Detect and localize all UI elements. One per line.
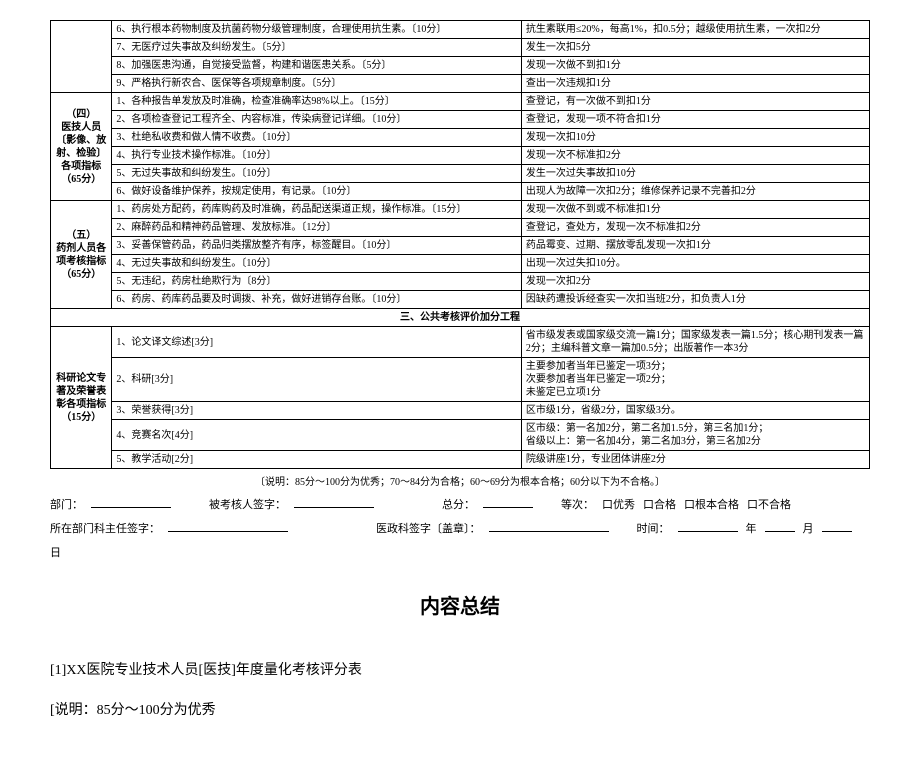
- table-row-crit: 出现一次过失扣10分。: [521, 255, 869, 273]
- month-label: 月: [803, 520, 814, 536]
- table-row-crit: 发现一次不标准扣2分: [521, 147, 869, 165]
- table-row-item: 6、做好设备维护保养，按规定使用，有记录。〔10分〕: [112, 183, 522, 201]
- table-row-item: 3、杜绝私收费和做人情不收费。〔10分〕: [112, 129, 522, 147]
- day-label: 日: [50, 544, 61, 560]
- table-row-crit: 查登记，有一次做不到扣1分: [521, 93, 869, 111]
- table-row-crit: 院级讲座1分，专业团体讲座2分: [521, 451, 869, 469]
- table-row-item: 6、执行根本药物制度及抗菌药物分级管理制度，合理使用抗生素。〔10分〕: [112, 21, 522, 39]
- table-row-crit: 发生一次扣5分: [521, 39, 869, 57]
- head-blank: [168, 521, 288, 532]
- assessed-label: 被考核人签字：: [209, 496, 286, 512]
- cat4-label: （四） 医技人员〔影像、放射、检验〕各项指标 （65分）: [51, 93, 112, 201]
- summary-line-2: [说明：85分～100分为优秀: [50, 699, 870, 719]
- table-row-crit: 区市级1分，省级2分，国家级3分。: [521, 402, 869, 420]
- table-row-crit: 发现一次做不到扣1分: [521, 57, 869, 75]
- summary-title: 内容总结: [50, 590, 870, 619]
- medadmin-label: 医政科签字〔盖章〕：: [376, 520, 481, 536]
- table-row-crit: 发现一次扣2分: [521, 273, 869, 291]
- table-row-item: 3、妥善保管药品，药品归类摆放整齐有序，标签醒目。〔10分〕: [112, 237, 522, 255]
- table-row-item: 5、无过失事故和纠纷发生。〔10分〕: [112, 165, 522, 183]
- time-blank: [678, 521, 738, 532]
- table-row-item: 8、加强医患沟通，自觉接受监督，构建和谐医患关系。〔5分〕: [112, 57, 522, 75]
- summary-line-1: [1]XX医院专业技术人员[医技]年度量化考核评分表: [50, 659, 870, 679]
- table-row-item: 3、荣誉获得[3分]: [112, 402, 522, 420]
- table-row-crit: 省市级发表或国家级交流一篇1分；国家级发表一篇1.5分；核心期刊发表一篇2分；主…: [521, 327, 869, 358]
- table-row-crit: 区市级：第一名加2分，第二名加1.5分，第三名加1分； 省级以上：第一名加4分，…: [521, 420, 869, 451]
- table-row-crit: 查登记，查处方，发现一次不标准扣2分: [521, 219, 869, 237]
- grading-note: 〔说明：85分～100分为优秀；70～84分为合格；60～69分为根本合格；60…: [50, 473, 870, 488]
- table-row-item: 4、无过失事故和纠纷发生。〔10分〕: [112, 255, 522, 273]
- dept-label: 部门：: [50, 496, 83, 512]
- day-blank: [822, 521, 852, 532]
- table-row-item: 1、各种报告单发放及时准确，检查准确率达98%以上。〔15分〕: [112, 93, 522, 111]
- cat5-label: （五） 药剂人员各项考核指标 （65分）: [51, 201, 112, 309]
- head-label: 所在部门科主任签字：: [50, 520, 160, 536]
- table-row-item: 5、无违纪，药房杜绝欺行为〔8分〕: [112, 273, 522, 291]
- table-row-item: 4、竞赛名次[4分]: [112, 420, 522, 451]
- cat-research-label: 科研论文专著及荣誉表彰各项指标 （15分）: [51, 327, 112, 469]
- dept-blank: [91, 497, 171, 508]
- table-row-item: 5、教学活动[2分]: [112, 451, 522, 469]
- total-blank: [483, 497, 533, 508]
- table-row-crit: 查出一次违规扣1分: [521, 75, 869, 93]
- table-row-crit: 药品霉变、过期、摆放零乱发现一次扣1分: [521, 237, 869, 255]
- section3-header: 三、公共考核评价加分工程: [51, 309, 870, 327]
- assessment-table: 6、执行根本药物制度及抗菌药物分级管理制度，合理使用抗生素。〔10分〕抗生素联用…: [50, 20, 870, 469]
- table-row-item: 2、科研[3分]: [112, 358, 522, 402]
- opt-pass: 口合格: [643, 496, 676, 512]
- table-row-crit: 出现人为故障一次扣2分；维修保养记录不完善扣2分: [521, 183, 869, 201]
- table-row-item: 4、执行专业技术操作标准。〔10分〕: [112, 147, 522, 165]
- cat-cell-cont: [51, 21, 112, 93]
- table-row-item: 7、无医疗过失事故及纠纷发生。〔5分〕: [112, 39, 522, 57]
- table-row-item: 1、药房处方配药，药库购药及时准确，药品配送渠道正规，操作标准。〔15分〕: [112, 201, 522, 219]
- table-row-crit: 发现一次做不到或不标准扣1分: [521, 201, 869, 219]
- opt-basic: 口根本合格: [684, 496, 739, 512]
- table-row-item: 2、各项检查登记工程齐全、内容标准，传染病登记详细。〔10分〕: [112, 111, 522, 129]
- time-label: 时间：: [637, 520, 670, 536]
- opt-excellent: 口优秀: [602, 496, 635, 512]
- table-row-crit: 发现一次扣10分: [521, 129, 869, 147]
- total-label: 总分：: [442, 496, 475, 512]
- table-row-item: 1、论文译文综述[3分]: [112, 327, 522, 358]
- table-row-item: 6、药房、药库药品要及时调拨、补充，做好进销存台账。〔10分〕: [112, 291, 522, 309]
- table-row-item: 2、麻醉药品和精神药品管理、发放标准。〔12分〕: [112, 219, 522, 237]
- year-label: 年: [746, 520, 757, 536]
- table-row-item: 9、严格执行新农合、医保等各项规章制度。〔5分〕: [112, 75, 522, 93]
- signature-line-2: 所在部门科主任签字： 医政科签字〔盖章〕： 时间： 年 月 日: [50, 520, 870, 560]
- month-blank: [765, 521, 795, 532]
- table-row-crit: 因缺药遭投诉经查实一次扣当班2分，扣负责人1分: [521, 291, 869, 309]
- table-row-crit: 查登记，发现一项不符合扣1分: [521, 111, 869, 129]
- table-row-crit: 抗生素联用≤20%，每高1%，扣0.5分；越级使用抗生素，一次扣2分: [521, 21, 869, 39]
- assessed-blank: [294, 497, 374, 508]
- medadmin-blank: [489, 521, 609, 532]
- table-row-crit: 发生一次过失事故扣10分: [521, 165, 869, 183]
- signature-line-1: 部门： 被考核人签字： 总分： 等次： 口优秀 口合格 口根本合格 口不合格: [50, 496, 870, 512]
- opt-fail: 口不合格: [747, 496, 791, 512]
- level-label: 等次：: [561, 496, 594, 512]
- table-row-crit: 主要参加者当年已鉴定一项3分； 次要参加者当年已鉴定一项2分； 未鉴定已立项1分: [521, 358, 869, 402]
